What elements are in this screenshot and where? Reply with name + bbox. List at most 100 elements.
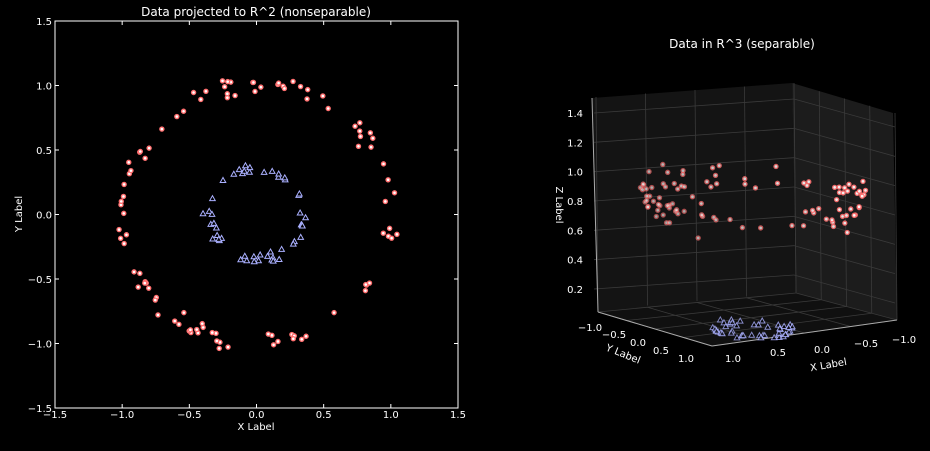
outer-ring-point-3d — [842, 220, 848, 226]
inner-ring-point — [297, 233, 305, 240]
outer-ring-point-3d — [662, 184, 669, 190]
grid-line — [793, 157, 896, 187]
outer-ring-point — [305, 86, 311, 93]
grid-line — [593, 186, 795, 202]
outer-ring-point-3d — [671, 180, 677, 187]
inner-ring-point — [208, 210, 216, 217]
outer-ring-point-3d — [844, 229, 850, 236]
outer-ring-point — [216, 345, 222, 352]
grid-line — [593, 98, 795, 114]
inner-ring-point — [205, 207, 213, 214]
inner-ring-point — [289, 240, 297, 247]
outer-ring-point-3d — [846, 181, 852, 187]
outer-ring-point-3d — [856, 204, 862, 210]
inner-ring-point-3d — [785, 323, 793, 330]
grid-line — [793, 127, 896, 157]
grid-line — [869, 105, 873, 314]
z-tick-label: 0.4 — [567, 256, 583, 267]
outer-ring-point — [380, 161, 387, 167]
z-tick-label: 1.0 — [567, 168, 583, 179]
x-tick-label: 0.5 — [316, 410, 332, 421]
outer-ring-point — [152, 297, 158, 303]
grid-line — [894, 112, 898, 321]
outer-ring-point-3d — [653, 213, 659, 220]
outer-ring-point-3d — [789, 222, 795, 229]
outer-ring-point-3d — [836, 184, 842, 190]
outer-ring-point — [203, 88, 209, 94]
outer-ring-point-3d — [666, 220, 673, 226]
inner-ring-point-3d — [761, 331, 769, 339]
outer-ring-point — [250, 79, 257, 86]
outer-ring-point-3d — [656, 195, 663, 201]
inner-ring-point-3d — [757, 333, 765, 341]
x-tick-label: 0.0 — [249, 410, 265, 421]
outer-ring-point — [357, 133, 364, 140]
outer-ring-point-3d — [742, 176, 748, 182]
outer-ring-point — [128, 167, 134, 174]
grid-line — [593, 127, 795, 143]
outer-ring-point — [121, 240, 127, 247]
outer-ring-point — [135, 284, 141, 290]
outer-ring-point-3d — [860, 178, 866, 185]
outer-ring-point — [118, 198, 124, 205]
inner-ring-point — [212, 223, 221, 231]
outer-ring-point-3d — [809, 207, 816, 214]
grid-line — [654, 306, 847, 330]
outer-ring-point — [232, 92, 238, 99]
outer-ring-point — [199, 320, 205, 327]
outer-ring-point-3d — [801, 180, 807, 186]
outer-ring-point-3d — [712, 172, 719, 179]
chart-2d-title: Data projected to R^2 (nonseparable) — [141, 5, 371, 19]
outer-ring-point — [224, 78, 231, 85]
outer-ring-point-3d — [644, 197, 650, 203]
inner-ring-point — [256, 250, 264, 258]
outer-ring-point — [304, 96, 310, 102]
outer-ring-point — [121, 181, 127, 188]
grid-line — [793, 186, 896, 216]
inner-ring-point-3d — [758, 316, 766, 324]
y-tick-label: 1.5 — [36, 17, 52, 28]
outer-ring-point-3d — [816, 206, 822, 212]
x-tick-label: 1.5 — [450, 410, 466, 421]
outer-ring-point-3d — [716, 163, 722, 169]
outer-ring-point — [391, 190, 398, 196]
outer-ring-point-3d — [655, 207, 661, 213]
inner-ring-point — [254, 256, 263, 264]
inner-ring-point — [235, 165, 243, 173]
inner-ring-point — [296, 208, 304, 216]
y3d-tick-label: 0.5 — [653, 346, 669, 357]
y-tick-label: 0.5 — [36, 146, 52, 157]
x3d-tick-label: 1.0 — [725, 354, 741, 365]
inner-ring-point-3d — [728, 318, 736, 326]
outer-ring-point — [155, 312, 161, 318]
outer-ring-point-3d — [839, 213, 846, 220]
inner-ring-point-3d — [739, 331, 747, 339]
grid-line — [818, 91, 822, 300]
inner-ring-point — [208, 194, 217, 202]
inner-ring-point — [260, 168, 268, 175]
y-tick-label: −1.0 — [28, 340, 52, 351]
outer-ring-point-3d — [829, 217, 835, 223]
inner-ring-point — [250, 252, 258, 260]
outer-ring-point — [146, 285, 152, 291]
inner-ring-point-3d — [722, 322, 730, 330]
outer-ring-point — [386, 225, 393, 232]
inner-ring-point — [274, 173, 283, 180]
inner-ring-point — [250, 257, 258, 265]
grid-line — [844, 98, 847, 307]
outer-ring-point-3d — [680, 167, 686, 174]
inner-ring-point — [295, 189, 304, 197]
outer-ring-point-3d — [823, 216, 829, 222]
inner-ring-point — [237, 255, 245, 263]
grid-line — [694, 89, 698, 302]
outer-ring-point-3d — [673, 207, 680, 213]
inner-ring-point-3d — [718, 329, 726, 337]
chart-3d-zlabel: Z Label — [553, 186, 564, 223]
inner-ring-point-3d — [754, 320, 763, 328]
inner-ring-point — [301, 213, 310, 221]
outer-ring-point — [363, 281, 369, 288]
outer-ring-point — [290, 336, 296, 342]
inner-ring-point-3d — [712, 327, 721, 334]
outer-ring-point — [382, 198, 389, 205]
outer-ring-point-3d — [660, 212, 666, 218]
